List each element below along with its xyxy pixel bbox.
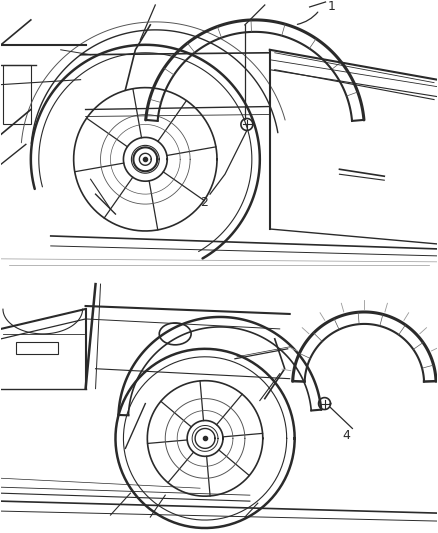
Bar [3, 64, 31, 124]
Text: 4: 4 [343, 429, 350, 442]
Text: 1: 1 [328, 1, 336, 13]
Text: 2: 2 [200, 196, 208, 208]
Bar [16, 342, 58, 354]
